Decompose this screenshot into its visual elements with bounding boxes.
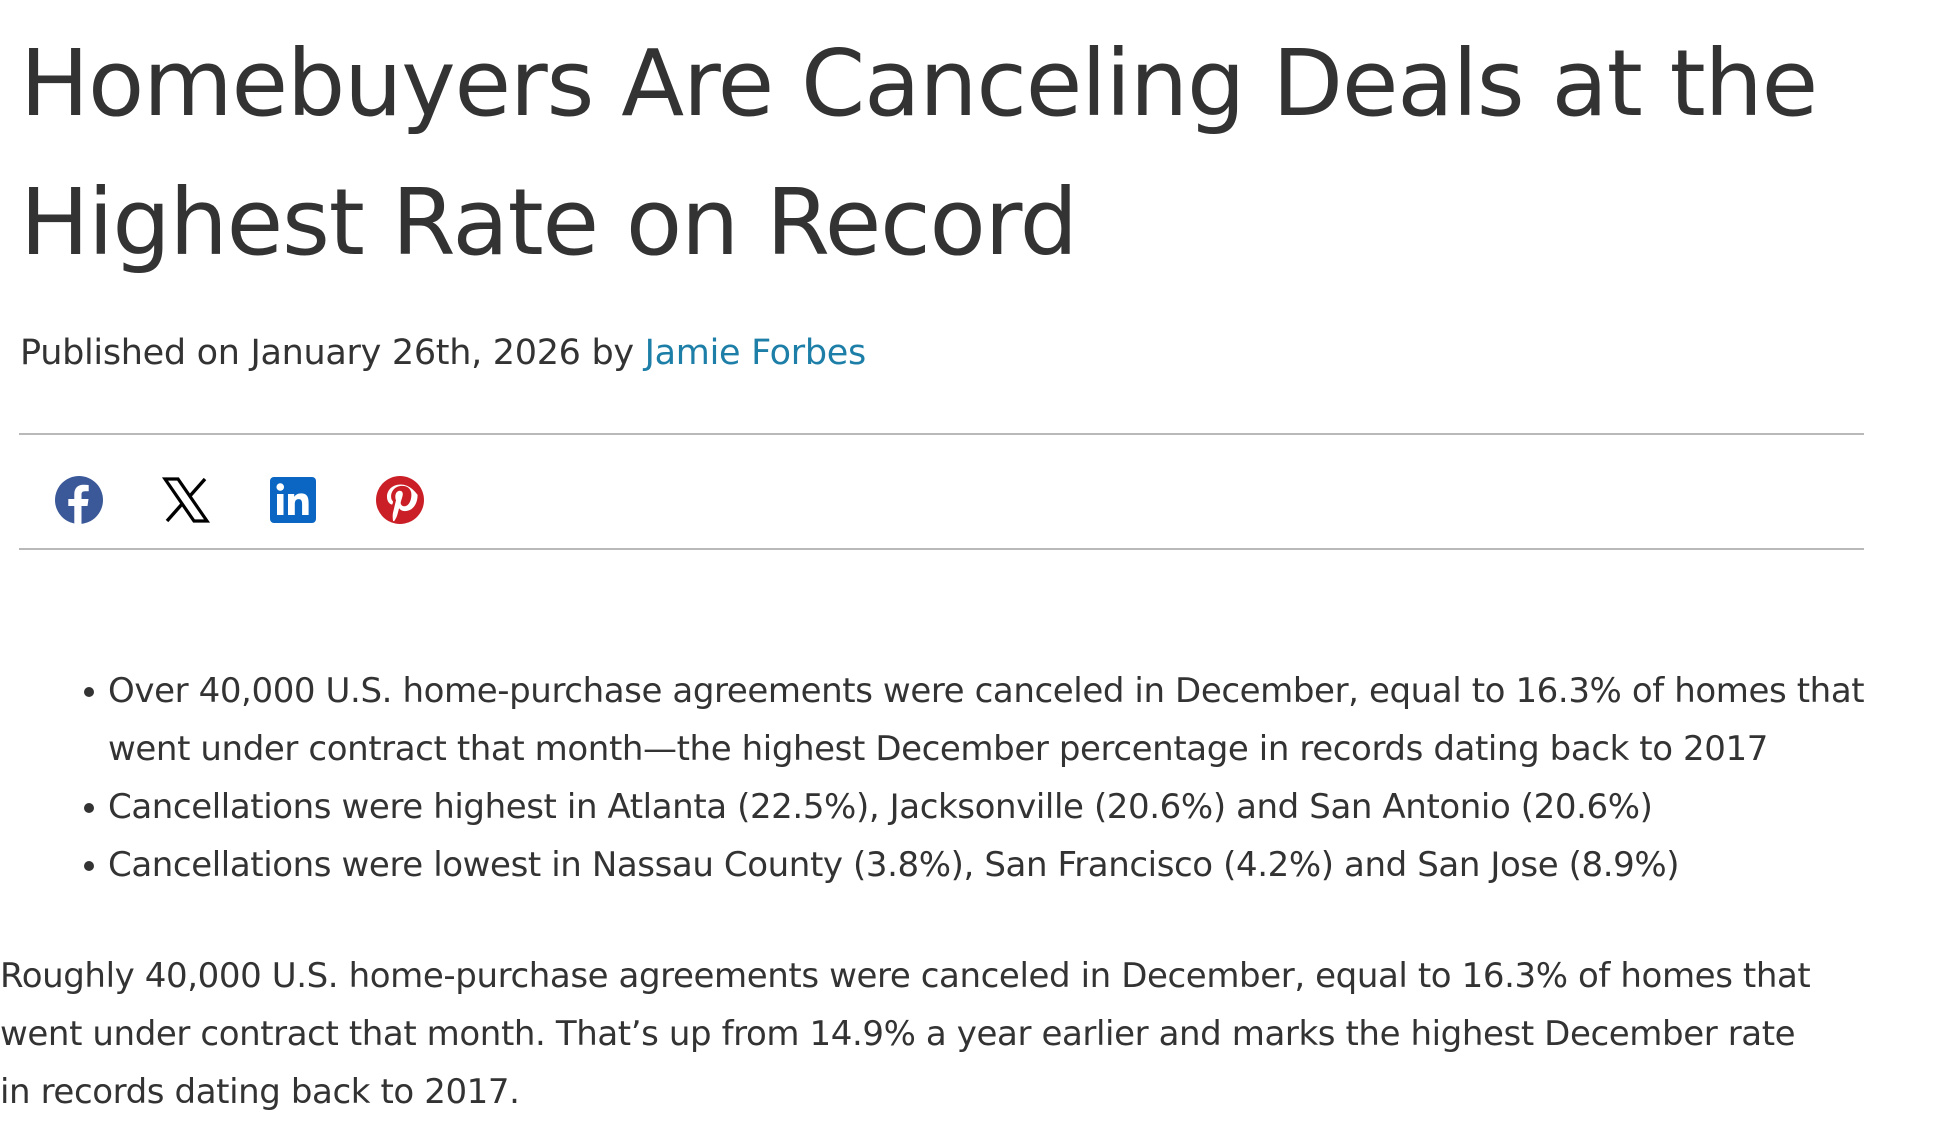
publish-date: Published on January 26th, 2026 by (20, 333, 645, 373)
body-paragraph: Roughly 40,000 U.S. home-purchase agreem… (0, 956, 1811, 1112)
list-item-text: Over 40,000 U.S. home-purchase agreement… (108, 671, 1865, 769)
linkedin-icon (270, 477, 316, 523)
facebook-icon (55, 476, 103, 524)
share-bar (19, 433, 1864, 550)
list-item-text: Cancellations were highest in Atlanta (2… (108, 787, 1653, 827)
linkedin-share-button[interactable] (268, 475, 318, 525)
pinterest-icon (376, 476, 424, 524)
list-item-text: Cancellations were lowest in Nassau Coun… (108, 845, 1680, 885)
list-item: Cancellations were lowest in Nassau Coun… (84, 836, 1878, 894)
x-share-button[interactable] (161, 475, 211, 525)
bullet-dot (84, 803, 94, 813)
list-item: Over 40,000 U.S. home-purchase agreement… (84, 662, 1878, 778)
bullet-dot (84, 861, 94, 871)
facebook-share-button[interactable] (54, 475, 104, 525)
author-link[interactable]: Jamie Forbes (644, 333, 867, 373)
byline: Published on January 26th, 2026 by Jamie… (20, 330, 1920, 376)
article-title: Homebuyers Are Canceling Deals at the Hi… (20, 30, 1818, 276)
bullet-dot (84, 687, 94, 697)
list-item: Cancellations were highest in Atlanta (2… (84, 778, 1878, 836)
article: Homebuyers Are Canceling Deals at the Hi… (20, 0, 1920, 376)
x-icon (161, 477, 211, 523)
summary-list: Over 40,000 U.S. home-purchase agreement… (0, 662, 1878, 894)
pinterest-share-button[interactable] (375, 475, 425, 525)
